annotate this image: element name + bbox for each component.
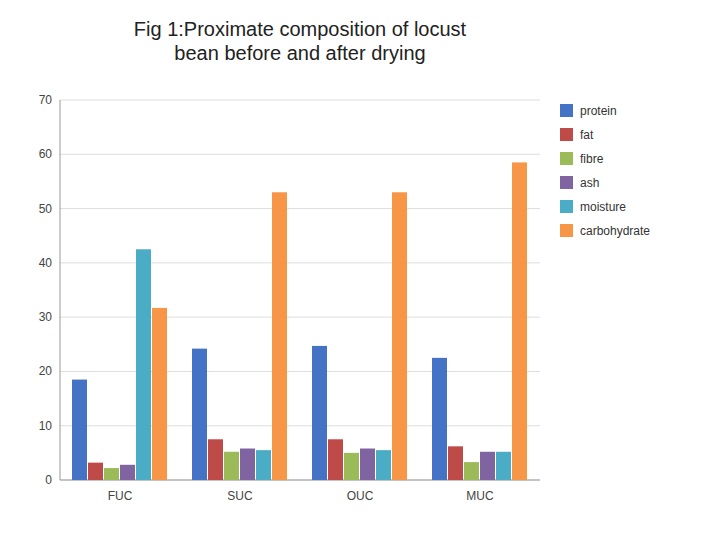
chart-container: Fig 1:Proximate composition of locustbea… xyxy=(0,0,720,540)
bar xyxy=(272,192,287,480)
bar xyxy=(496,452,511,480)
bar xyxy=(376,450,391,480)
bar xyxy=(344,453,359,480)
bar xyxy=(104,468,119,480)
legend-label: fat xyxy=(580,128,594,142)
y-tick-label: 40 xyxy=(39,256,53,270)
chart: Fig 1:Proximate composition of locustbea… xyxy=(0,0,720,540)
legend-swatch xyxy=(560,176,573,189)
bar xyxy=(256,450,271,480)
legend-swatch xyxy=(560,152,573,165)
bar xyxy=(328,439,343,480)
bar xyxy=(120,465,135,480)
legend-swatch xyxy=(560,224,573,237)
bar xyxy=(512,162,527,480)
title: Fig 1:Proximate composition of locustbea… xyxy=(134,18,467,64)
grid xyxy=(60,100,540,480)
legend-swatch xyxy=(560,104,573,117)
legend-label: fibre xyxy=(580,152,604,166)
x-tick-label: MUC xyxy=(466,489,494,503)
y-tick-label: 50 xyxy=(39,202,53,216)
legend-label: protein xyxy=(580,104,617,118)
bar xyxy=(240,449,255,480)
bar xyxy=(208,439,223,480)
bar xyxy=(392,192,407,480)
bar xyxy=(136,249,151,480)
title-line: Fig 1:Proximate composition of locust xyxy=(134,18,467,40)
bar xyxy=(312,346,327,480)
legend-swatch xyxy=(560,200,573,213)
legend: protein fat fibre ash moisture carbohydrate xyxy=(560,104,650,238)
x-tick-label: OUC xyxy=(347,489,374,503)
bar xyxy=(360,449,375,480)
legend-label: ash xyxy=(580,176,599,190)
y-tick-label: 30 xyxy=(39,310,53,324)
legend-label: carbohydrate xyxy=(580,224,650,238)
bar xyxy=(448,446,463,480)
legend-swatch xyxy=(560,128,573,141)
grid-line xyxy=(60,100,540,101)
y-tick-label: 60 xyxy=(39,147,53,161)
y-tick-label: 70 xyxy=(39,93,53,107)
x-tick-label: FUC xyxy=(108,489,133,503)
grid-line xyxy=(60,371,540,372)
grid-line xyxy=(60,425,540,426)
grid-line xyxy=(60,154,540,155)
grid-line xyxy=(60,317,540,318)
x-tick-label: SUC xyxy=(227,489,253,503)
grid-line xyxy=(60,262,540,263)
bars xyxy=(72,162,527,480)
bar xyxy=(88,463,103,480)
grid-line xyxy=(60,208,540,209)
title-line: bean before and after drying xyxy=(174,42,425,64)
y-tick-label: 0 xyxy=(45,473,52,487)
bar xyxy=(464,462,479,480)
bar xyxy=(192,349,207,480)
bar xyxy=(72,380,87,480)
y-tick-label: 20 xyxy=(39,364,53,378)
y-tick-label: 10 xyxy=(39,419,53,433)
legend-label: moisture xyxy=(580,200,626,214)
bar xyxy=(432,358,447,480)
bar xyxy=(480,452,495,480)
y-axis-line xyxy=(60,100,61,480)
bar xyxy=(152,308,167,480)
bar xyxy=(224,452,239,480)
